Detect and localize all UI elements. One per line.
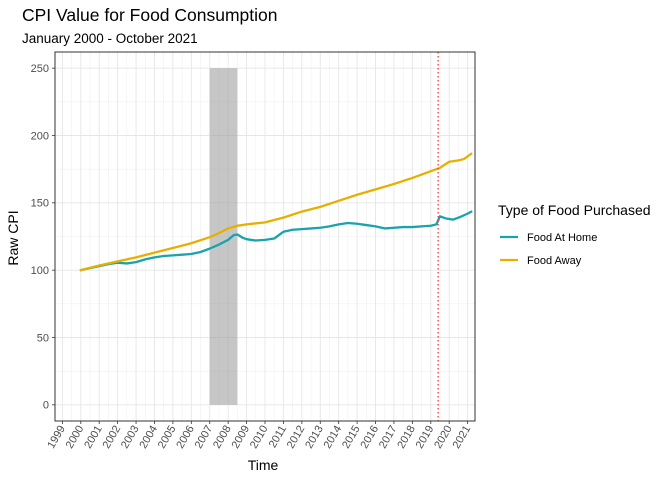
x-tick-label: 2015 — [340, 424, 363, 451]
legend-title: Type of Food Purchased — [498, 202, 651, 218]
x-tick-label: 2006 — [174, 424, 197, 451]
legend-label: Food At Home — [527, 232, 597, 244]
grid-major — [55, 52, 475, 421]
y-tick-label: 100 — [31, 265, 49, 277]
series-layer — [79, 152, 473, 272]
y-tick-label: 150 — [31, 198, 49, 210]
x-tick-label: 2018 — [395, 424, 418, 451]
y-axis-title: Raw CPI — [5, 210, 21, 265]
series-line-food-at-home — [79, 210, 473, 272]
x-tick-label: 2017 — [377, 424, 400, 451]
plot-panel — [54, 51, 476, 422]
series-line-food-away — [79, 152, 473, 272]
x-tick-label: 2003 — [119, 424, 142, 451]
x-tick-label: 2014 — [322, 424, 345, 451]
y-tick-label: 200 — [31, 130, 49, 142]
legend-label: Food Away — [527, 255, 582, 267]
x-tick-label: 2005 — [156, 424, 179, 451]
x-tick-label: 2004 — [137, 424, 160, 451]
x-tick-label: 2008 — [211, 424, 234, 451]
x-tick-label: 2016 — [358, 424, 381, 451]
legend: Type of Food Purchased Food At HomeFood … — [498, 202, 651, 267]
y-tick-label: 250 — [31, 63, 49, 75]
x-tick-label: 2009 — [230, 424, 253, 451]
x-axis-title: Time — [248, 457, 279, 473]
y-axis: 0 50 100 150 200 250 — [31, 63, 55, 412]
x-tick-label: 2002 — [101, 424, 124, 451]
x-tick-label: 2010 — [248, 424, 271, 451]
x-tick-label: 2019 — [414, 424, 437, 451]
x-tick-label: 2000 — [64, 424, 87, 451]
x-tick-label: 2012 — [285, 424, 308, 451]
x-tick-label: 2001 — [82, 424, 105, 451]
x-tick-label: 2013 — [303, 424, 326, 451]
x-tick-label: 2021 — [451, 424, 474, 451]
chart-subtitle: January 2000 - October 2021 — [22, 31, 198, 46]
legend-items: Food At Home Food Away — [500, 232, 597, 267]
chart-title: CPI Value for Food Consumption — [22, 5, 278, 25]
x-tick-label: 2020 — [432, 424, 455, 451]
y-tick-label: 50 — [37, 332, 49, 344]
x-tick-label: 2007 — [193, 424, 216, 451]
x-tick-label: 1999 — [45, 424, 68, 451]
y-tick-label: 0 — [43, 400, 49, 412]
x-axis: 1999200020012002200320042005200620072008… — [45, 421, 473, 451]
